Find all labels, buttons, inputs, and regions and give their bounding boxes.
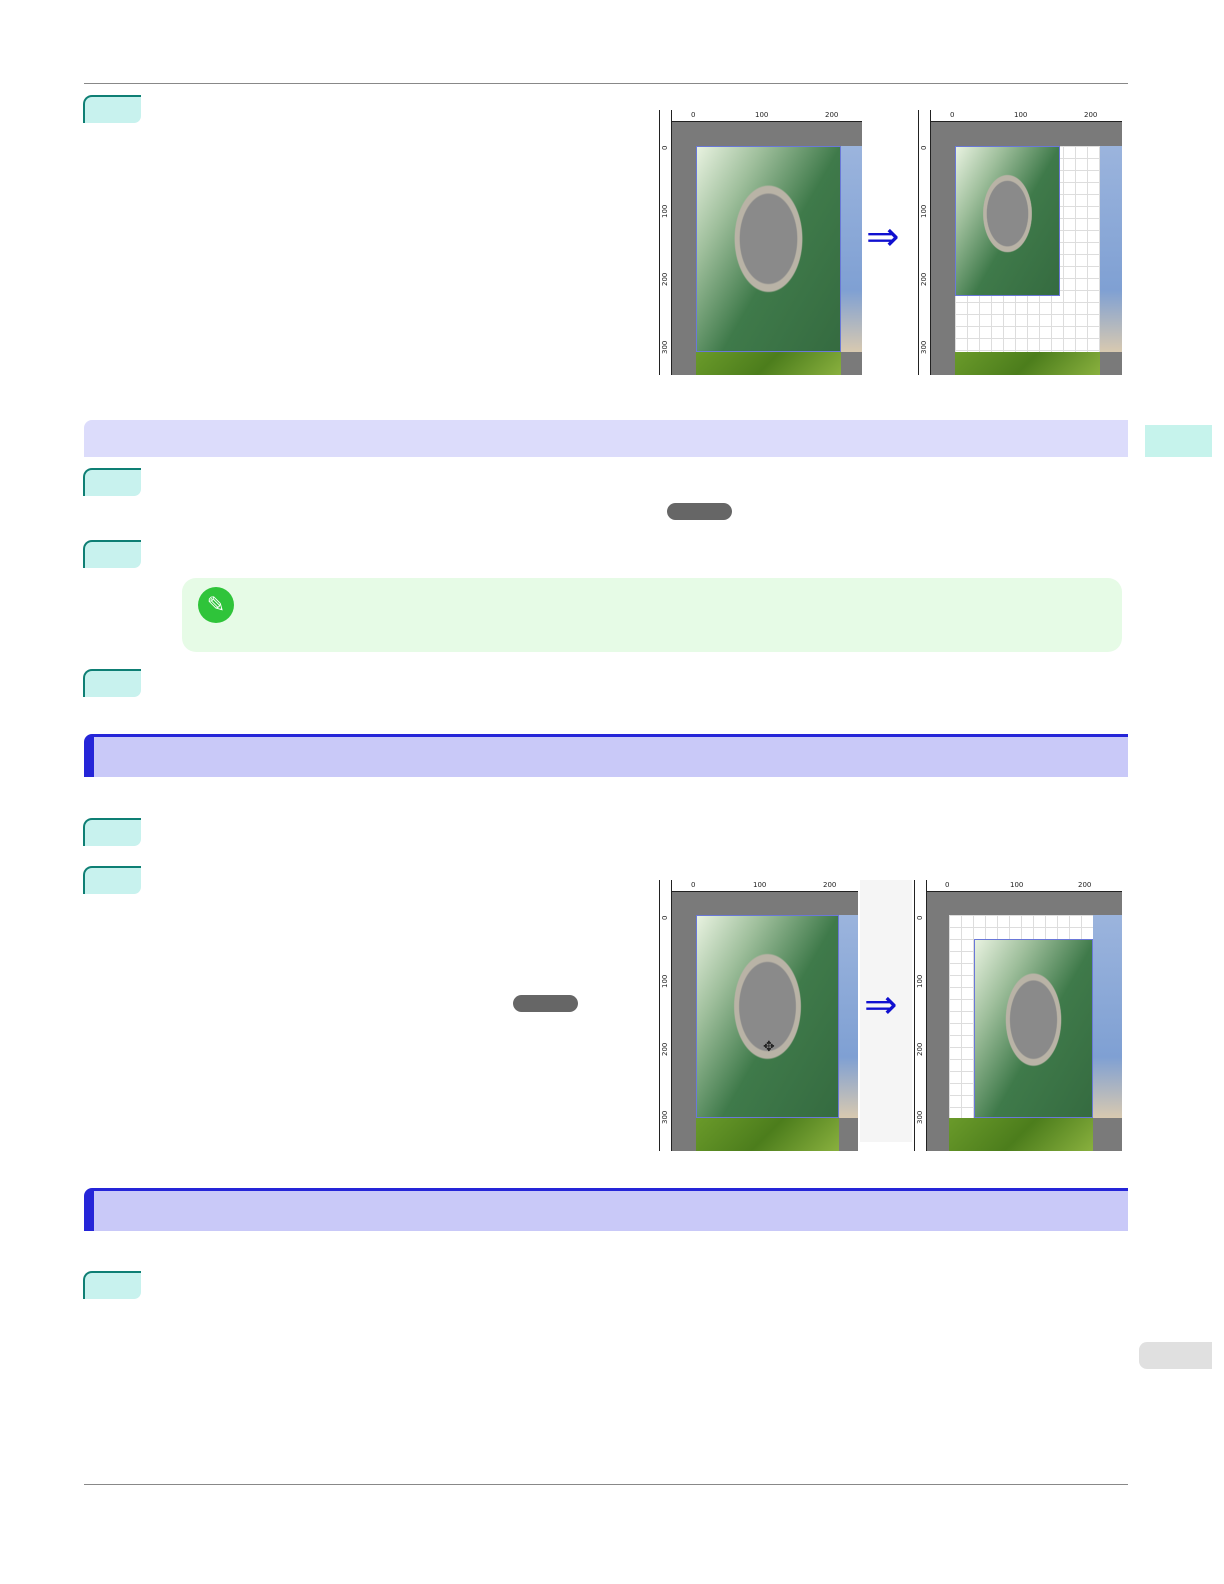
koala-image [696, 915, 839, 1118]
step-badge [83, 1271, 141, 1299]
ruler-label: 200 [823, 881, 837, 889]
koala-image [974, 939, 1093, 1118]
ruler-left [915, 880, 927, 1151]
ruler-label: 200 [1084, 111, 1098, 119]
ruler-left [919, 110, 931, 375]
ruler-label: 200 [661, 272, 669, 286]
section-heading [84, 734, 1128, 777]
leaf-image [955, 352, 1100, 375]
leaf-image [949, 1118, 1093, 1151]
move-cursor-icon: ✥ [763, 1038, 775, 1054]
screenshot-after-move: 0 100 200 0 100 200 300 [914, 880, 1122, 1151]
adjacent-image [839, 915, 858, 1118]
koala-image [696, 146, 841, 352]
screenshot-before-move: ✥ 0 100 200 0 100 200 300 [659, 880, 858, 1151]
ruler-label: 0 [945, 881, 950, 889]
chapter-tab[interactable] [1145, 425, 1212, 457]
section-heading [84, 1188, 1128, 1231]
ruler-label: 100 [753, 881, 767, 889]
ruler-top [660, 110, 862, 122]
ruler-label: 100 [1010, 881, 1024, 889]
ruler-label: 300 [916, 1110, 924, 1124]
adjacent-image [1100, 146, 1122, 352]
screenshot-after-resize: 0 100 200 0 100 200 300 [918, 110, 1122, 375]
adjacent-image [1093, 915, 1122, 1118]
ruler-label: 100 [1014, 111, 1028, 119]
ruler-label: 200 [916, 1042, 924, 1056]
koala-image [955, 146, 1060, 296]
adjacent-image [841, 146, 862, 352]
ruler-label: 100 [916, 974, 924, 988]
step-badge [83, 669, 141, 697]
ruler-label: 200 [1078, 881, 1092, 889]
step-badge [83, 866, 141, 894]
leaf-image [696, 352, 841, 375]
note-box [182, 578, 1122, 652]
ruler-label: 0 [661, 915, 669, 920]
step-badge [83, 540, 141, 568]
ruler-label: 0 [691, 111, 696, 119]
ruler-label: 200 [825, 111, 839, 119]
section-bar [84, 420, 1128, 457]
header-rule [84, 83, 1128, 84]
ruler-label: 0 [920, 145, 928, 150]
ruler-top [915, 880, 1122, 892]
step-badge [83, 468, 141, 496]
ruler-label: 0 [950, 111, 955, 119]
ruler-top [919, 110, 1122, 122]
ruler-label: 100 [661, 974, 669, 988]
footer-rule [84, 1484, 1128, 1485]
key-button-graphic [513, 995, 578, 1012]
double-arrow-right-icon: ⇒ [866, 214, 900, 260]
ruler-label: 0 [916, 915, 924, 920]
page-tab[interactable] [1139, 1342, 1212, 1369]
leaf-image [696, 1118, 839, 1151]
screenshot-before-resize: 0 100 200 0 100 200 300 [659, 110, 862, 375]
ruler-label: 0 [661, 145, 669, 150]
ruler-label: 100 [755, 111, 769, 119]
ruler-label: 300 [661, 340, 669, 354]
ruler-label: 200 [920, 272, 928, 286]
step-badge [83, 95, 141, 123]
ruler-label: 0 [691, 881, 696, 889]
ruler-label: 300 [661, 1110, 669, 1124]
ruler-top [660, 880, 858, 892]
key-button-graphic [667, 503, 732, 520]
double-arrow-right-icon: ⇒ [864, 982, 898, 1028]
ruler-label: 100 [920, 204, 928, 218]
ruler-left [660, 880, 672, 1151]
ruler-label: 200 [661, 1042, 669, 1056]
ruler-label: 100 [661, 204, 669, 218]
ruler-left [660, 110, 672, 375]
step-badge [83, 818, 141, 846]
ruler-label: 300 [920, 340, 928, 354]
pencil-icon: ✎ [198, 587, 234, 623]
divider-strip [860, 880, 912, 1142]
